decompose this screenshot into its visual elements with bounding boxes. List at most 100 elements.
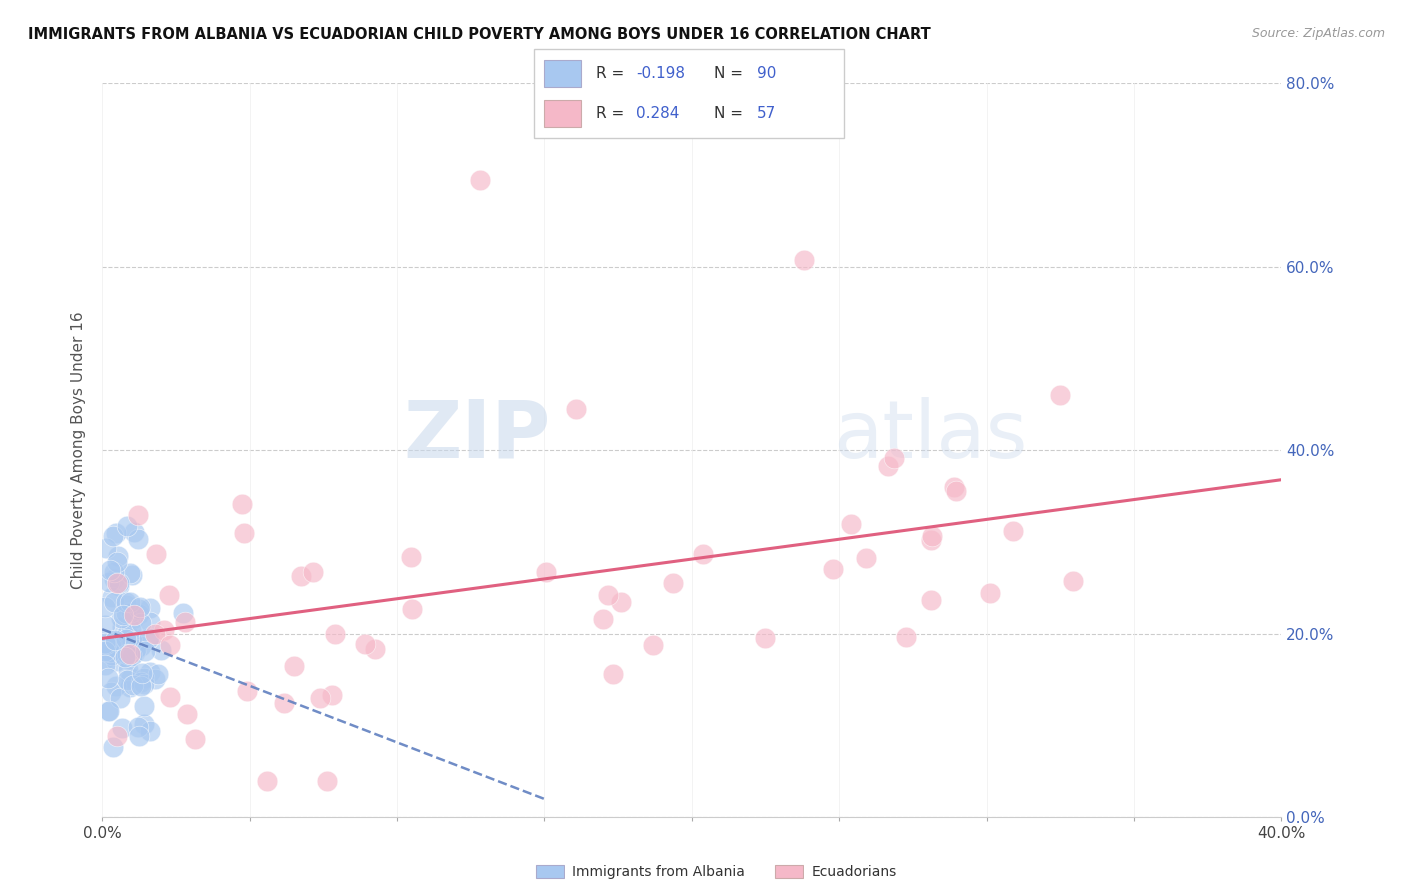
Point [153,623,176,637]
Point [754,631,776,645]
Point [96,645,118,659]
Point [145,547,167,561]
Point [138,723,160,738]
Point [120,605,142,619]
Point [159,638,181,652]
Point [883,451,905,466]
Point [1049,388,1071,402]
Point [118,647,141,661]
Text: N =: N = [714,106,748,121]
Point [131,639,153,653]
Point [565,401,588,416]
Y-axis label: Child Poverty Among Boys Under 16: Child Poverty Among Boys Under 16 [72,311,86,590]
Point [97,574,120,589]
Text: 57: 57 [756,106,776,121]
Text: 90: 90 [756,66,776,81]
Point [120,622,142,636]
Point [149,643,172,657]
Point [323,627,346,641]
Point [124,645,146,659]
Point [122,611,145,625]
Point [129,615,152,630]
Point [132,677,155,691]
Point [94,657,117,672]
Point [945,483,967,498]
Text: R =: R = [596,106,634,121]
Point [283,658,305,673]
Point [143,627,166,641]
Point [105,555,128,569]
Point [138,631,160,645]
Point [183,731,205,746]
Point [108,576,131,591]
Point [401,549,423,564]
Point [115,632,138,647]
Point [112,608,135,623]
Point [855,550,877,565]
Point [128,602,150,616]
Point [920,593,942,607]
Point [118,595,141,609]
Point [129,600,152,615]
Text: ZIP: ZIP [404,397,550,475]
Point [136,632,159,646]
Point [174,615,197,629]
Point [231,498,253,512]
Point [1062,574,1084,588]
Point [114,598,136,612]
Point [120,635,142,649]
Point [610,594,633,608]
Text: R =: R = [596,66,630,81]
Point [101,648,124,663]
Point [94,644,117,658]
Point [290,569,312,583]
Point [146,667,169,681]
Point [172,607,194,621]
Point [598,588,620,602]
Point [157,588,180,602]
Point [120,671,142,685]
Text: IMMIGRANTS FROM ALBANIA VS ECUADORIAN CHILD POVERTY AMONG BOYS UNDER 16 CORRELAT: IMMIGRANTS FROM ALBANIA VS ECUADORIAN CH… [28,27,931,42]
Bar [775,864,803,879]
Point [105,730,128,744]
Point [159,690,181,705]
Point [100,591,122,605]
Point [143,673,166,687]
Point [942,480,965,494]
FancyBboxPatch shape [544,61,581,87]
Point [354,637,377,651]
Point [122,678,145,692]
Point [979,586,1001,600]
Point [114,649,136,664]
Point [793,252,815,267]
Point [105,576,128,591]
Point [103,566,125,580]
Point [176,706,198,721]
Point [103,572,125,586]
Point [127,532,149,546]
Point [256,773,278,788]
Point [110,690,132,705]
Bar [536,864,564,879]
Point [120,566,142,581]
Point [132,699,155,714]
Point [401,602,423,616]
Point [101,740,124,755]
Point [97,704,120,718]
Point [108,579,131,593]
Point [602,666,624,681]
Point [536,566,558,580]
Point [132,671,155,685]
Point [115,673,138,688]
Point [921,529,943,543]
Text: N =: N = [714,66,748,81]
Point [134,644,156,658]
Point [641,638,664,652]
Point [98,645,121,659]
Point [308,691,330,706]
FancyBboxPatch shape [534,49,844,138]
Point [111,721,134,735]
Point [94,600,117,615]
Point [127,508,149,522]
Point [97,704,120,718]
